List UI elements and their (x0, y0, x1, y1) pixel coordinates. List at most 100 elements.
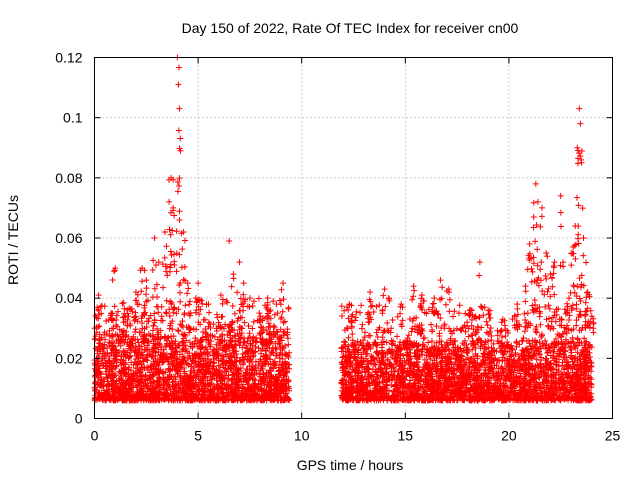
data-point (111, 303, 118, 310)
data-point (237, 357, 244, 364)
chart-title: Day 150 of 2022, Rate Of TEC Index for r… (182, 20, 519, 36)
data-point (241, 319, 248, 326)
data-point (358, 325, 365, 332)
data-point (113, 312, 120, 319)
data-point (150, 323, 157, 330)
data-point (256, 310, 263, 317)
data-point (191, 351, 198, 358)
data-point (255, 362, 262, 369)
data-point (285, 304, 292, 311)
data-point (132, 378, 139, 385)
data-point (236, 358, 243, 365)
data-point (124, 306, 131, 313)
data-point (353, 308, 360, 315)
data-points (91, 54, 597, 404)
data-point (201, 316, 208, 323)
data-point (519, 338, 526, 345)
data-point (252, 377, 259, 384)
data-point (120, 299, 127, 306)
data-point (207, 381, 214, 388)
data-point (151, 310, 158, 317)
data-point (405, 332, 412, 339)
data-point (186, 339, 193, 346)
data-point (240, 381, 247, 388)
data-point (215, 355, 222, 362)
data-point (255, 345, 262, 352)
data-point (536, 351, 543, 358)
data-point (169, 326, 176, 333)
data-point (228, 338, 235, 345)
data-point (456, 302, 463, 309)
data-point (193, 307, 200, 314)
data-point (119, 300, 126, 307)
data-point (135, 339, 142, 346)
data-point (96, 337, 103, 344)
data-point (279, 308, 286, 315)
data-point (250, 298, 257, 305)
data-point (349, 330, 356, 337)
data-point (264, 316, 271, 323)
data-point (155, 361, 162, 368)
data-point (226, 350, 233, 357)
data-point (158, 313, 165, 320)
data-point (357, 309, 364, 316)
data-point (354, 338, 361, 345)
data-point (183, 337, 190, 344)
data-point (172, 338, 179, 345)
data-point (149, 333, 156, 340)
data-point (273, 328, 280, 335)
data-point (213, 311, 220, 318)
data-point (246, 370, 253, 377)
data-point (162, 309, 169, 316)
data-point (449, 313, 456, 320)
data-point (127, 306, 134, 313)
data-point (263, 327, 270, 334)
data-point (198, 350, 205, 357)
data-point (220, 325, 227, 332)
data-point (206, 309, 213, 316)
data-point (219, 357, 226, 364)
data-point (285, 377, 292, 384)
data-point (270, 298, 277, 305)
data-point (275, 338, 282, 345)
data-point (203, 346, 210, 353)
data-point (276, 297, 283, 304)
data-point (249, 302, 256, 309)
data-point (373, 329, 380, 336)
data-point (154, 325, 161, 332)
data-point (237, 331, 244, 338)
data-point (243, 342, 250, 349)
data-point (92, 333, 99, 340)
data-point (200, 349, 207, 356)
data-point (155, 377, 162, 384)
data-point (255, 295, 262, 302)
data-point (250, 318, 257, 325)
data-point (266, 331, 273, 338)
data-point (162, 343, 169, 350)
data-point (462, 328, 469, 335)
data-point (284, 335, 291, 342)
data-point (359, 321, 366, 328)
data-point (103, 317, 110, 324)
data-point (442, 301, 449, 308)
data-point (565, 317, 572, 324)
data-point (187, 325, 194, 332)
data-point (167, 298, 174, 305)
data-point (271, 311, 278, 318)
data-point (225, 372, 232, 379)
data-point (389, 341, 396, 348)
data-point (219, 300, 226, 307)
data-point (213, 341, 220, 348)
data-point (376, 302, 383, 309)
data-point (149, 327, 156, 334)
data-point (285, 396, 292, 403)
data-point (124, 339, 131, 346)
data-point (155, 349, 162, 356)
data-point (214, 351, 221, 358)
data-point (178, 322, 185, 329)
data-point (233, 351, 240, 358)
data-point (280, 296, 287, 303)
data-point (272, 331, 279, 338)
data-point (382, 303, 389, 310)
